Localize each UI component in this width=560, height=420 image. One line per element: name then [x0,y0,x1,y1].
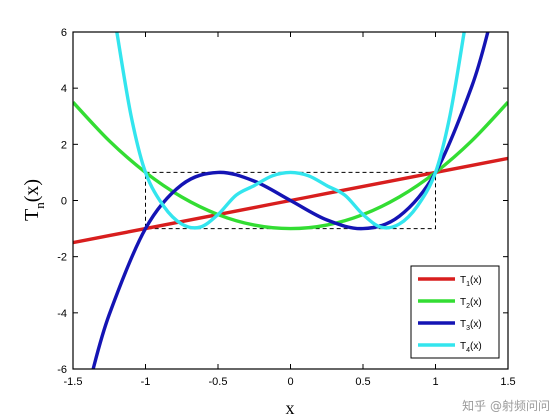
y-axis-label: Tn(x) [21,179,47,221]
legend-box [410,265,500,359]
y-tick-label: -6 [57,364,67,376]
series-line-4 [115,32,466,230]
y-tick-label: 4 [61,83,67,95]
y-tick-label: -2 [57,252,67,264]
x-tick-label: 1.5 [500,376,515,388]
legend-label-1: T1(x) [460,275,482,288]
x-tick-label: 1 [432,376,438,388]
y-tick-labels: -6 -4 -2 0 2 4 6 [57,27,67,376]
y-tick-label: 6 [61,27,67,39]
legend-label-4: T4(x) [460,341,482,354]
y-tick-label: 0 [61,196,67,208]
x-tick-label: -1.5 [64,376,83,388]
y-axis-label-main: T [21,209,43,221]
x-tick-label: -0.5 [209,376,228,388]
legend: T1(x) T2(x) T3(x) T4(x) [410,265,500,359]
legend-label-2: T2(x) [460,297,482,310]
y-axis-label-suffix: (x) [21,179,43,202]
axes-frame [72,31,509,370]
x-axis-label: x [286,398,295,418]
y-tick-label: 2 [61,139,67,151]
x-tick-labels: -1.5 -1 -0.5 0 0.5 1 1.5 [64,376,516,388]
series-lines [73,32,508,369]
y-tick-label: -4 [57,308,67,320]
x-tick-label: 0 [287,376,293,388]
x-tick-label: -1 [141,376,151,388]
y-axis-label-sub: n [32,202,47,209]
watermark: 知乎 @射频问问 [462,399,550,413]
x-tick-label: 0.5 [355,376,370,388]
legend-label-3: T3(x) [460,319,482,332]
